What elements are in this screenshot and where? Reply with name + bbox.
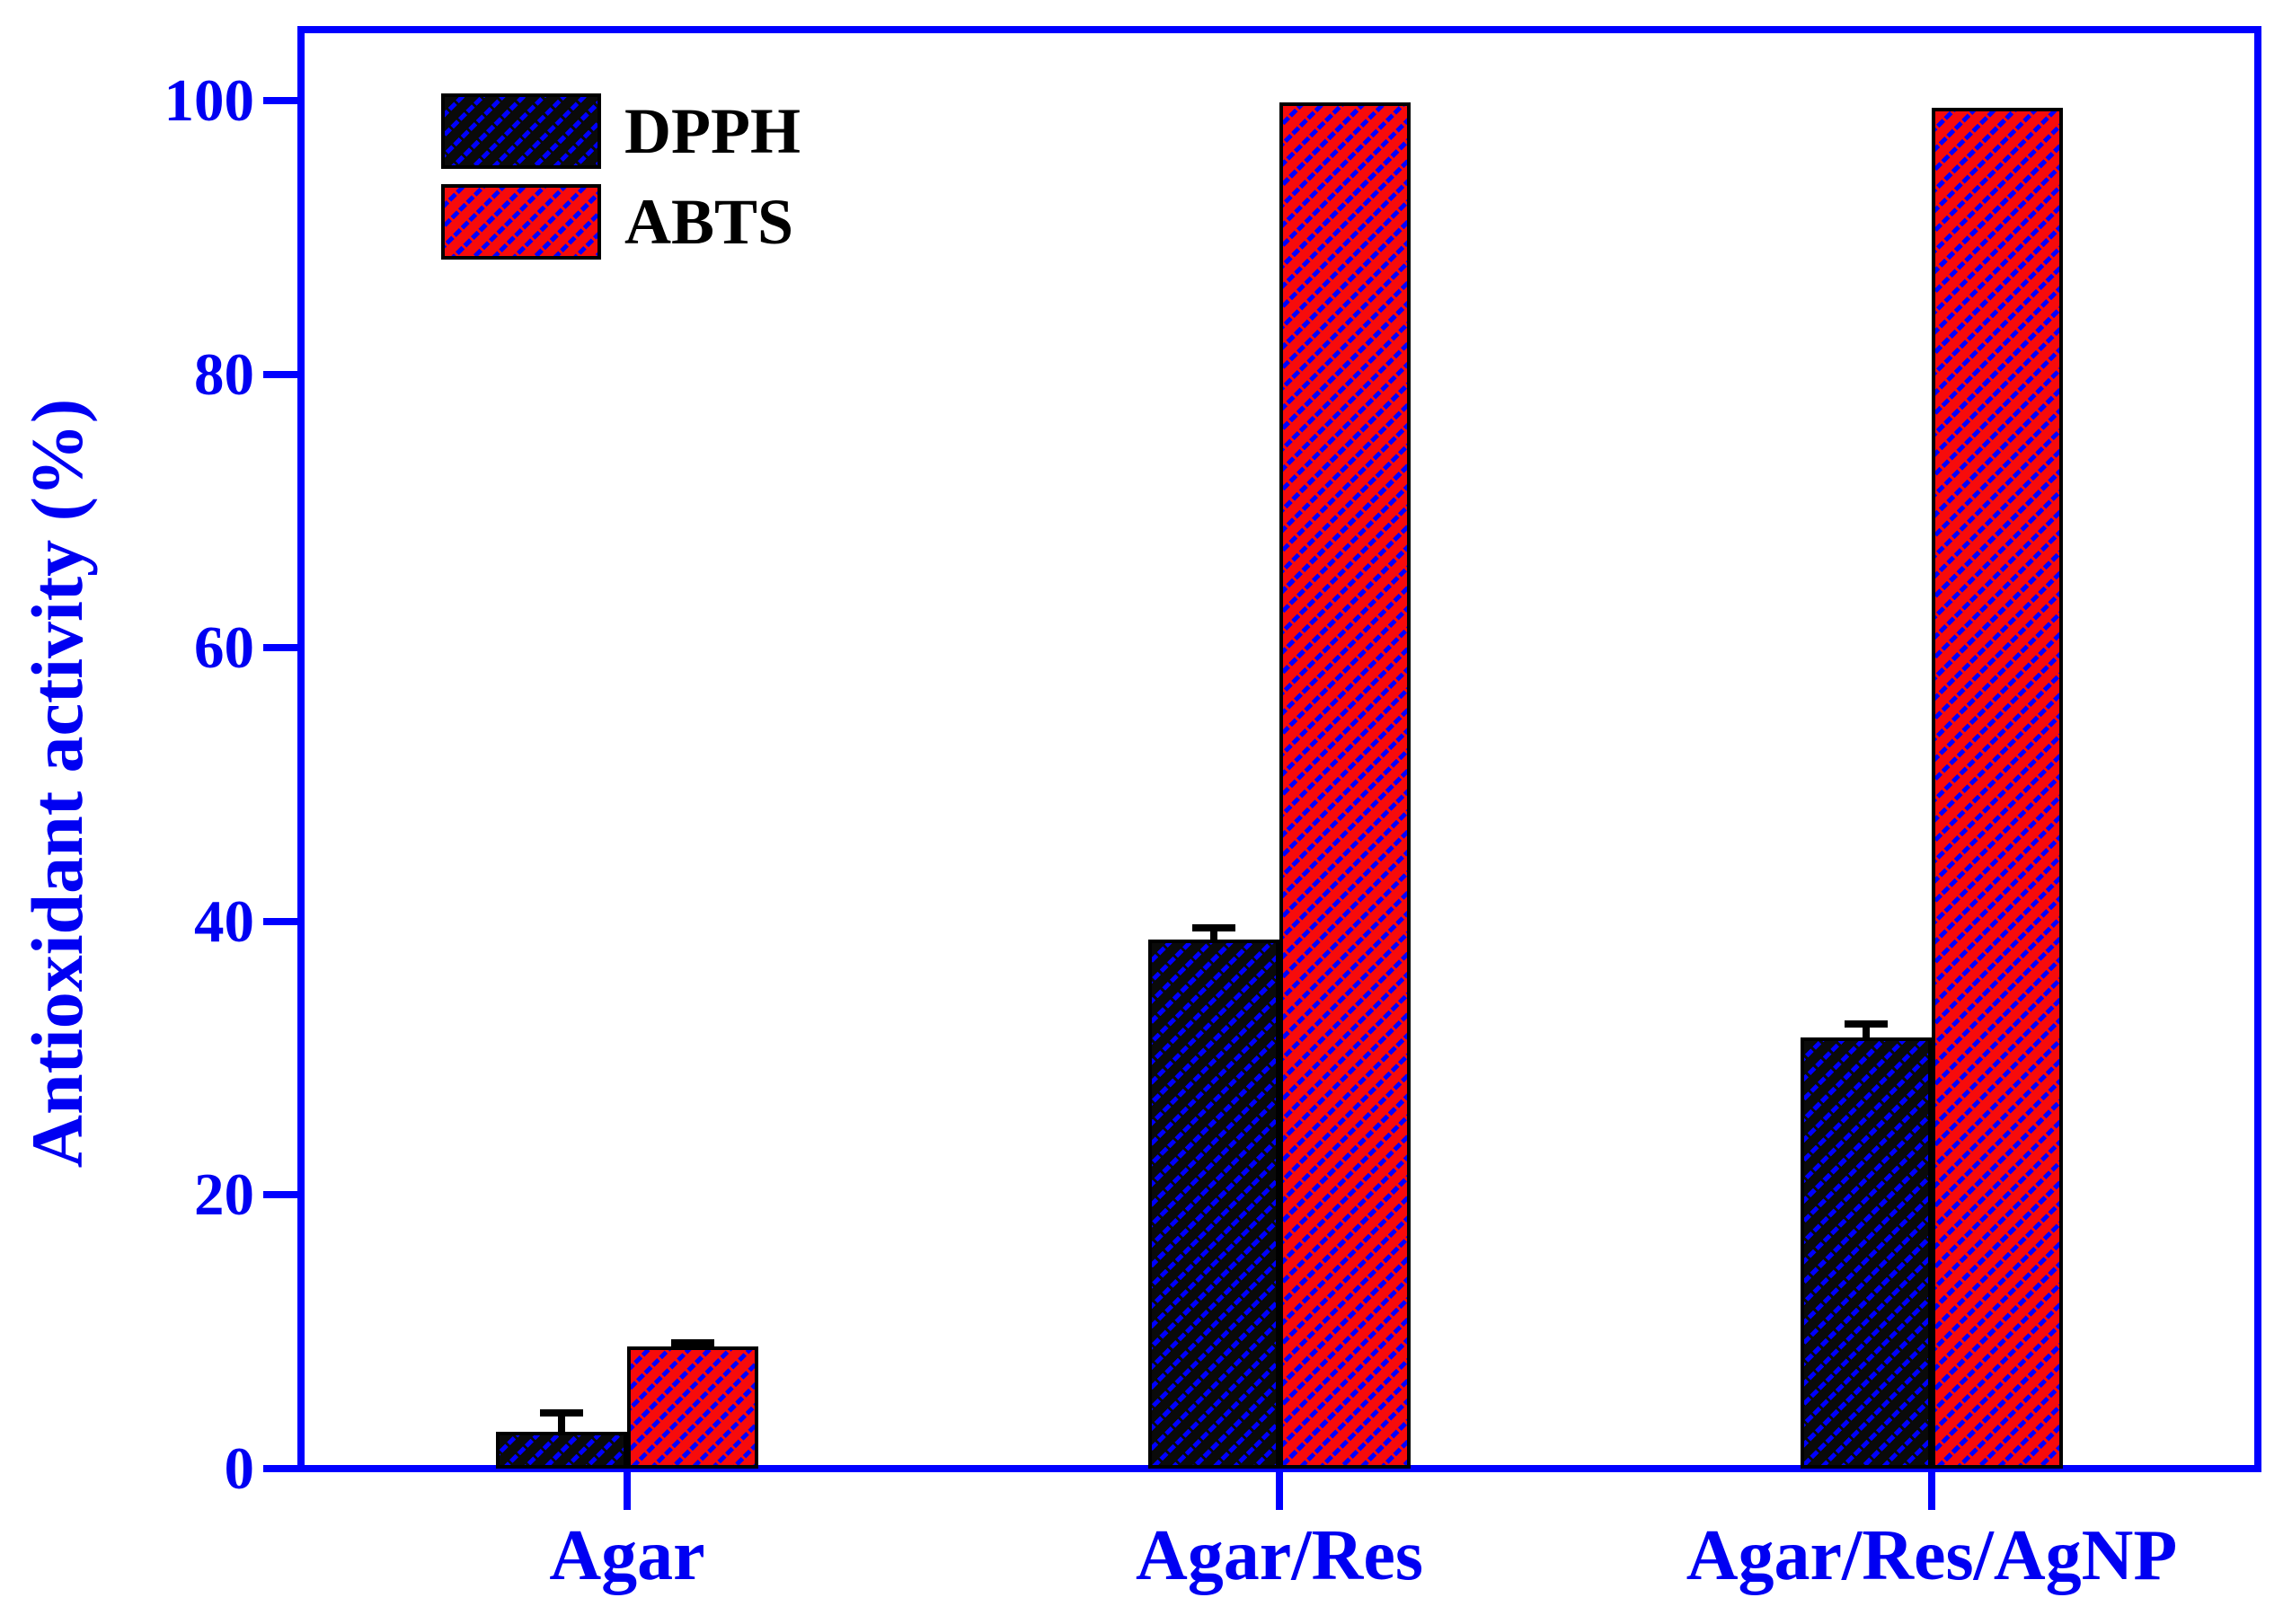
x-axis-tick-agar [624, 1472, 631, 1510]
y-axis-tick-label-100: 100 [164, 67, 255, 134]
legend-row-dpph: DPPH [441, 93, 801, 169]
y-axis-title: Antioxidant activity (%) [16, 398, 98, 1169]
legend-row-abts: ABTS [441, 184, 801, 260]
x-axis-label-agar-res: Agar/Res [1136, 1516, 1423, 1595]
y-axis-tick-20 [263, 1191, 297, 1199]
x-axis-label-agar: Agar [549, 1516, 705, 1595]
y-axis-tick-0 [263, 1465, 297, 1472]
legend-label-dpph: DPPH [624, 95, 801, 167]
x-axis-label-agar-res-agnp: Agar/Res/AgNP [1686, 1516, 2178, 1595]
y-axis-tick-100 [263, 97, 297, 104]
x-axis-tick-agar-res [1276, 1472, 1283, 1510]
legend-label-abts: ABTS [624, 186, 794, 258]
y-axis-tick-label-20: 20 [194, 1161, 254, 1229]
y-axis-tick-40 [263, 917, 297, 925]
plot-area-frame [297, 26, 2261, 1472]
y-axis-tick-80 [263, 370, 297, 378]
y-axis-tick-label-0: 0 [224, 1435, 255, 1502]
chart-legend: DPPH ABTS [441, 93, 801, 275]
legend-swatch-abts [441, 184, 601, 260]
legend-swatch-dpph [441, 93, 601, 169]
x-axis-tick-agar-res-agnp [1928, 1472, 1935, 1510]
y-axis-tick-60 [263, 644, 297, 652]
